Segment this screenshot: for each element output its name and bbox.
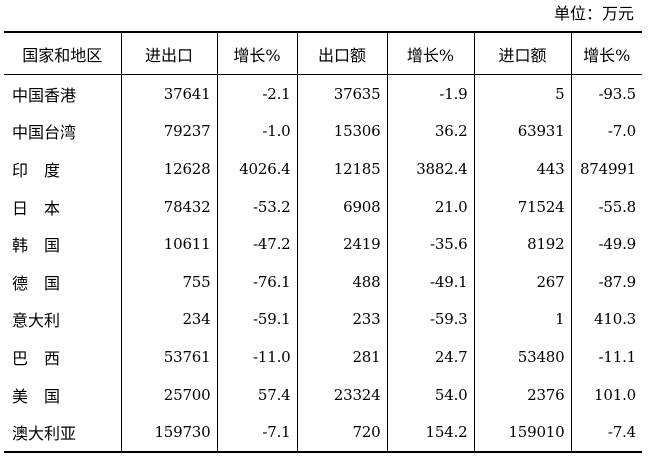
header-region: 国家和地区	[22, 45, 103, 65]
table-row: 中国台湾 79237 -1.0 15306 36.2 63931 -7.0	[4, 112, 642, 151]
total-cell: 12628	[120, 150, 217, 188]
region-cell: 日 本	[12, 198, 61, 218]
export-cell: 37635	[296, 74, 387, 113]
table-row: 德 国 755 -76.1 488 -49.1 267 -87.9	[4, 262, 642, 301]
region-cell: 美 国	[12, 386, 61, 406]
total-cell: 25700	[120, 375, 217, 414]
import-growth-cell: 101.0	[570, 375, 642, 414]
total-cell: 79237	[120, 112, 217, 151]
table-row: 澳大利亚 159730 -7.1 720 154.2 159010 -7.4	[4, 413, 642, 452]
import-cell: 63931	[473, 112, 571, 151]
header-import-growth: 增长%	[570, 32, 642, 75]
total-growth-cell: -2.1	[216, 74, 297, 113]
total-growth-cell: -59.1	[216, 300, 297, 339]
region-cell: 印 度	[12, 160, 61, 180]
total-growth-cell: -7.1	[216, 413, 297, 452]
export-cell: 488	[296, 262, 387, 301]
header-export-growth: 增长%	[386, 32, 474, 75]
total-growth-cell: 4026.4	[216, 150, 297, 188]
region-cell: 意大利	[12, 311, 61, 331]
export-growth-cell: 3882.4	[386, 150, 474, 188]
import-growth-cell: -49.9	[570, 225, 642, 263]
export-growth-cell: -1.9	[386, 74, 474, 113]
table-row: 日 本 78432 -53.2 6908 21.0 71524 -55.8	[4, 187, 642, 226]
export-growth-cell: 54.0	[386, 375, 474, 414]
table-body: 中国香港 37641 -2.1 37635 -1.9 5 -93.5 中国台湾 79237 -1.…	[4, 74, 642, 452]
export-cell: 720	[296, 413, 387, 452]
import-cell: 267	[473, 262, 571, 301]
total-growth-cell: 57.4	[216, 375, 297, 414]
import-growth-cell: -55.8	[570, 187, 642, 226]
total-cell: 37641	[120, 74, 217, 113]
total-cell: 755	[120, 262, 217, 301]
import-cell: 159010	[473, 413, 571, 452]
total-growth-cell: -1.0	[216, 112, 297, 151]
total-cell: 53761	[120, 338, 217, 376]
table-row: 韩 国 10611 -47.2 2419 -35.6 8192 -49.9	[4, 225, 642, 263]
region-cell: 中国台湾	[12, 123, 77, 143]
import-growth-cell: -7.0	[570, 112, 642, 151]
total-cell: 159730	[120, 413, 217, 452]
import-growth-cell: -11.1	[570, 338, 642, 376]
import-cell: 5	[473, 74, 571, 113]
header-export: 出口额	[296, 32, 387, 75]
region-cell: 德 国	[12, 273, 61, 293]
total-cell: 78432	[120, 187, 217, 226]
export-growth-cell: 36.2	[386, 112, 474, 151]
total-growth-cell: -53.2	[216, 187, 297, 226]
header-total-growth: 增长%	[216, 32, 297, 75]
table-row: 美 国 25700 57.4 23324 54.0 2376 101.0	[4, 375, 642, 414]
export-cell: 6908	[296, 187, 387, 226]
export-cell: 15306	[296, 112, 387, 151]
import-cell: 1	[473, 300, 571, 339]
header-row: 国家和地区 进出口 增长% 出口额 增长% 进口额 增长%	[4, 32, 642, 75]
export-cell: 23324	[296, 375, 387, 414]
region-cell: 巴 西	[12, 348, 61, 368]
table-row: 印 度 12628 4026.4 12185 3882.4 443 874991	[4, 150, 642, 188]
unit-label: 单位：万元	[553, 4, 634, 23]
export-cell: 233	[296, 300, 387, 339]
export-growth-cell: 21.0	[386, 187, 474, 226]
region-cell: 中国香港	[12, 85, 77, 105]
header-total: 进出口	[120, 32, 217, 75]
import-cell: 2376	[473, 375, 571, 414]
import-cell: 53480	[473, 338, 571, 376]
export-growth-cell: 24.7	[386, 338, 474, 376]
trade-table: 国家和地区 进出口 增长% 出口额 增长% 进口额 增长% 中国香港 37641-…	[4, 31, 642, 453]
import-cell: 443	[473, 150, 571, 188]
export-cell: 12185	[296, 150, 387, 188]
total-growth-cell: -11.0	[216, 338, 297, 376]
table-row: 巴 西 53761 -11.0 281 24.7 53480 -11.1	[4, 338, 642, 376]
table-header: 国家和地区 进出口 增长% 出口额 增长% 进口额 增长%	[4, 32, 642, 75]
total-growth-cell: -47.2	[216, 225, 297, 263]
region-cell: 韩 国	[12, 236, 61, 256]
table-row: 中国香港 37641 -2.1 37635 -1.9 5 -93.5	[4, 74, 642, 113]
import-cell: 71524	[473, 187, 571, 226]
import-cell: 8192	[473, 225, 571, 263]
import-growth-cell: -93.5	[570, 74, 642, 113]
header-import: 进口额	[473, 32, 571, 75]
table-row: 意大利 234 -59.1 233 -59.3 1 410.3	[4, 300, 642, 339]
export-growth-cell: -35.6	[386, 225, 474, 263]
export-growth-cell: 154.2	[386, 413, 474, 452]
total-cell: 10611	[120, 225, 217, 263]
total-cell: 234	[120, 300, 217, 339]
import-growth-cell: 874991	[570, 150, 642, 188]
total-growth-cell: -76.1	[216, 262, 297, 301]
export-growth-cell: -49.1	[386, 262, 474, 301]
region-cell: 澳大利亚	[12, 424, 77, 444]
import-growth-cell: 410.3	[570, 300, 642, 339]
export-growth-cell: -59.3	[386, 300, 474, 339]
import-growth-cell: -7.4	[570, 413, 642, 452]
import-growth-cell: -87.9	[570, 262, 642, 301]
export-cell: 2419	[296, 225, 387, 263]
export-cell: 281	[296, 338, 387, 376]
